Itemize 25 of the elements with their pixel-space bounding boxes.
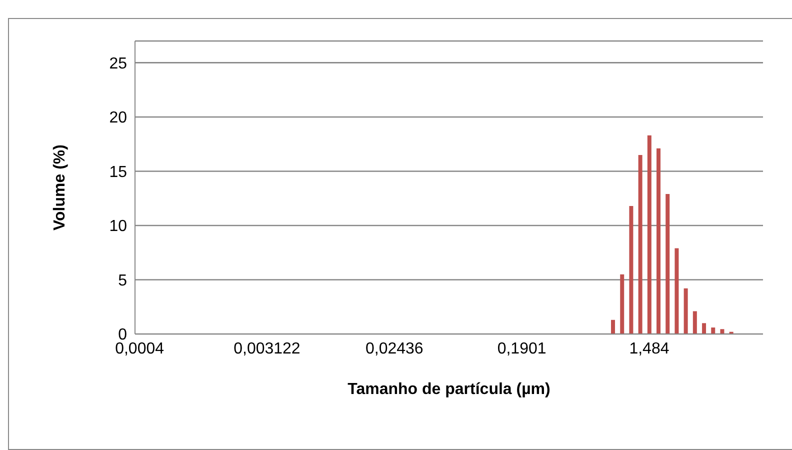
bar [684,288,688,334]
bar [702,323,706,334]
x-tick-label: 1,484 [629,340,670,358]
y-axis-title: Volume (%) [52,144,69,230]
x-tick-label: 0,1901 [497,340,546,358]
y-tick-label: 25 [109,55,128,72]
bar [620,274,624,334]
y-tick-label: 10 [109,218,128,236]
y-tick-label: 15 [109,164,128,181]
y-tick-label: 20 [109,110,128,127]
bar [638,154,642,334]
y-tick-label: 5 [118,272,128,290]
x-tick-label: 0,02436 [365,340,424,358]
bar [711,327,716,334]
bar [720,329,724,334]
bar [629,206,634,334]
bar [666,194,670,334]
x-tick-label: 0,0004 [115,340,164,358]
x-tick-label: 0,003122 [234,340,300,358]
bar [647,135,652,334]
bar [611,320,616,334]
bar [692,311,697,334]
x-axis-title: Tamanho de partícula (µm) [348,381,550,398]
bar [656,148,661,334]
bar [674,248,679,334]
